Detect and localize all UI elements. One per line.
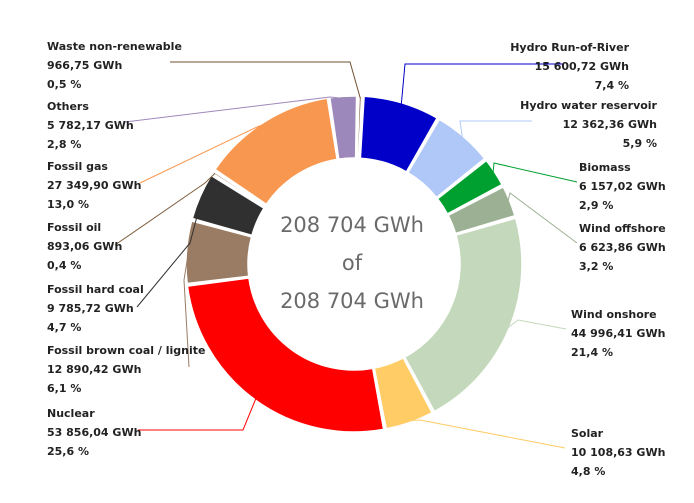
label-name: Wind offshore [579, 222, 666, 235]
label-name: Nuclear [47, 407, 95, 420]
leader-line-fossil-brown-coal-lignite [183, 252, 190, 368]
label-value: 12 362,36 GWh [562, 118, 657, 131]
label-name: Others [47, 100, 89, 113]
label-name: Fossil gas [47, 160, 108, 173]
leader-line-fossil-hard-coal [136, 196, 203, 308]
label-percent: 6,1 % [47, 382, 82, 395]
slice-fossil-oil[interactable] [211, 170, 267, 208]
label-percent: 25,6 % [47, 445, 89, 458]
label-hydro-water-reservoir: Hydro water reservoir 12 362,36 GWh 5,9 … [520, 96, 657, 153]
label-percent: 5,9 % [622, 137, 657, 150]
label-name: Fossil hard coal [47, 283, 144, 296]
leader-line-fossil-gas [139, 123, 266, 184]
label-value: 10 108,63 GWh [571, 446, 666, 459]
label-value: 44 996,41 GWh [571, 327, 666, 340]
label-percent: 3,2 % [579, 260, 614, 273]
label-value: 15 600,72 GWh [534, 60, 629, 73]
center-total: 208 704 GWh of 208 704 GWh [252, 206, 452, 320]
leader-line-wind-offshore [507, 192, 578, 244]
leader-line-fossil-oil [114, 173, 216, 246]
label-wind-offshore: Wind offshore 6 623,86 GWh 3,2 % [579, 219, 666, 276]
label-name: Fossil oil [47, 221, 102, 234]
label-percent: 13,0 % [47, 198, 89, 211]
label-waste-non-renewable: Waste non-renewable 966,75 GWh 0,5 % [47, 37, 182, 94]
label-percent: 4,7 % [47, 321, 82, 334]
label-fossil-gas: Fossil gas 27 349,90 GWh 13,0 % [47, 157, 141, 214]
leader-line-waste-non-renewable [170, 61, 361, 99]
center-total-value: 208 704 GWh [280, 213, 424, 237]
leader-line-wind-onshore [506, 319, 567, 330]
label-name: Solar [571, 427, 604, 440]
label-percent: 0,4 % [47, 259, 82, 272]
label-hydro-run-of-river: Hydro Run-of-River 15 600,72 GWh 7,4 % [510, 38, 629, 95]
slice-hydro-run-of-river[interactable] [359, 95, 439, 173]
label-nuclear: Nuclear 53 856,04 GWh 25,6 % [47, 404, 141, 461]
label-percent: 2,8 % [47, 138, 82, 151]
center-total-of: of [341, 251, 363, 275]
leader-line-nuclear [138, 397, 257, 431]
label-percent: 0,5 % [47, 78, 82, 91]
label-percent: 2,9 % [579, 199, 614, 212]
label-fossil-oil: Fossil oil 893,06 GWh 0,4 % [47, 218, 122, 275]
label-value: 6 623,86 GWh [579, 241, 666, 254]
label-name: Wind onshore [571, 308, 657, 321]
slice-fossil-hard-coal[interactable] [191, 174, 265, 237]
label-value: 53 856,04 GWh [47, 426, 142, 439]
label-percent: 21,4 % [571, 346, 613, 359]
leader-line-others [124, 96, 344, 123]
label-solar: Solar 10 108,63 GWh 4,8 % [571, 424, 665, 481]
slice-wind-offshore[interactable] [447, 185, 516, 235]
leader-line-biomass [492, 162, 578, 183]
slice-solar[interactable] [373, 356, 434, 430]
slice-biomass[interactable] [436, 159, 504, 215]
label-value: 6 157,02 GWh [579, 180, 666, 193]
label-value: 27 349,90 GWh [47, 179, 142, 192]
slice-hydro-water-reservoir[interactable] [406, 118, 486, 199]
slice-others[interactable] [328, 95, 358, 160]
leader-line-solar [409, 419, 566, 449]
label-name: Waste non-renewable [47, 40, 182, 53]
leader-line-hydro-run-of-river [400, 63, 563, 105]
center-total-grand: 208 704 GWh [280, 289, 424, 313]
label-wind-onshore: Wind onshore 44 996,41 GWh 21,4 % [571, 305, 665, 362]
label-biomass: Biomass 6 157,02 GWh 2,9 % [579, 158, 666, 215]
label-name: Hydro water reservoir [520, 99, 657, 112]
slice-nuclear[interactable] [186, 277, 385, 433]
label-name: Hydro Run-of-River [510, 41, 629, 54]
label-name: Fossil brown coal / lignite [47, 344, 206, 357]
label-name: Biomass [579, 161, 631, 174]
label-percent: 4,8 % [571, 465, 606, 478]
label-percent: 7,4 % [594, 79, 629, 92]
label-value: 5 782,17 GWh [47, 119, 134, 132]
label-value: 893,06 GWh [47, 240, 123, 253]
label-others: Others 5 782,17 GWh 2,8 % [47, 97, 134, 154]
label-value: 12 890,42 GWh [47, 363, 142, 376]
label-value: 9 785,72 GWh [47, 302, 134, 315]
label-fossil-hard-coal: Fossil hard coal 9 785,72 GWh 4,7 % [47, 280, 144, 337]
label-value: 966,75 GWh [47, 59, 123, 72]
slice-fossil-gas[interactable] [214, 97, 338, 206]
leader-line-hydro-water-reservoir [459, 120, 532, 139]
slice-wind-onshore[interactable] [403, 217, 523, 413]
label-fossil-brown-coal-lignite: Fossil brown coal / lignite 12 890,42 GW… [47, 341, 205, 398]
